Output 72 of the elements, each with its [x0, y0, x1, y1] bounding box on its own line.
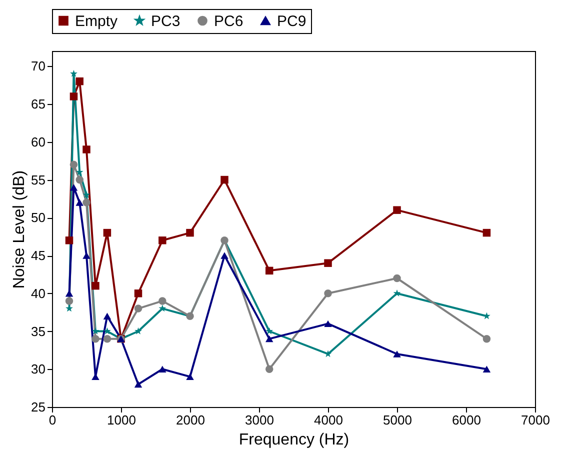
point [92, 327, 100, 334]
y-tick-label: 30 [31, 362, 46, 377]
point [76, 199, 84, 206]
point [134, 380, 142, 388]
point [103, 228, 112, 237]
point [70, 70, 78, 77]
x-tick-label: 1000 [107, 412, 136, 428]
point [324, 320, 332, 328]
y-tick-label: 60 [31, 134, 46, 150]
point [82, 198, 90, 206]
point [70, 160, 78, 168]
point [82, 146, 90, 154]
legend-label: PC3 [151, 12, 180, 30]
x-tick-label: 5000 [383, 412, 412, 428]
point [104, 327, 111, 334]
x-tick-label: 0 [48, 412, 56, 428]
point [266, 327, 274, 334]
legend-label: PC9 [277, 12, 306, 30]
point [158, 236, 166, 244]
point [134, 327, 142, 334]
x-axis-title: Frequency (Hz) [238, 432, 350, 448]
point [265, 365, 274, 373]
x-tick-label: 7000 [521, 412, 550, 428]
x-tick-label: 3000 [245, 412, 274, 428]
point [158, 297, 166, 305]
point [483, 312, 490, 320]
point [134, 304, 142, 312]
y-tick-label: 35 [31, 324, 46, 339]
y-tick-label: 50 [31, 210, 46, 226]
point [65, 297, 74, 305]
point [82, 252, 90, 259]
y-tick-label: 40 [31, 286, 46, 301]
point [65, 290, 74, 297]
point [482, 334, 491, 343]
point [92, 334, 100, 343]
point [186, 228, 194, 237]
y-tick-label: 55 [31, 172, 46, 188]
point [482, 228, 491, 237]
point [103, 312, 112, 320]
point [134, 290, 142, 298]
point [92, 282, 100, 290]
point [393, 350, 401, 358]
point [158, 366, 166, 372]
point [76, 77, 84, 86]
legend-label: PC6 [214, 12, 244, 30]
y-tick-label: 45 [31, 248, 46, 264]
point [324, 290, 332, 298]
point [482, 366, 491, 372]
point [158, 304, 166, 312]
point [393, 274, 401, 282]
x-tick-label: 6000 [452, 412, 481, 428]
point [220, 176, 228, 184]
point [393, 206, 401, 214]
y-tick-label: 25 [31, 400, 46, 414]
point [70, 92, 78, 100]
point [265, 266, 274, 275]
point [76, 176, 84, 184]
y-tick-label: 65 [31, 96, 46, 112]
y-tick-label: 70 [31, 58, 46, 74]
point [186, 373, 194, 380]
point [393, 290, 401, 297]
point [265, 335, 274, 342]
point [65, 236, 74, 244]
x-tick-label: 4000 [314, 412, 343, 428]
x-tick-label: 2000 [176, 412, 205, 428]
point [220, 252, 228, 259]
point [70, 184, 78, 191]
legend-label: Empty [75, 12, 118, 30]
point [103, 334, 112, 343]
point [324, 259, 332, 267]
point [82, 191, 90, 198]
y-axis-title: Noise Level (dB) [11, 170, 28, 289]
